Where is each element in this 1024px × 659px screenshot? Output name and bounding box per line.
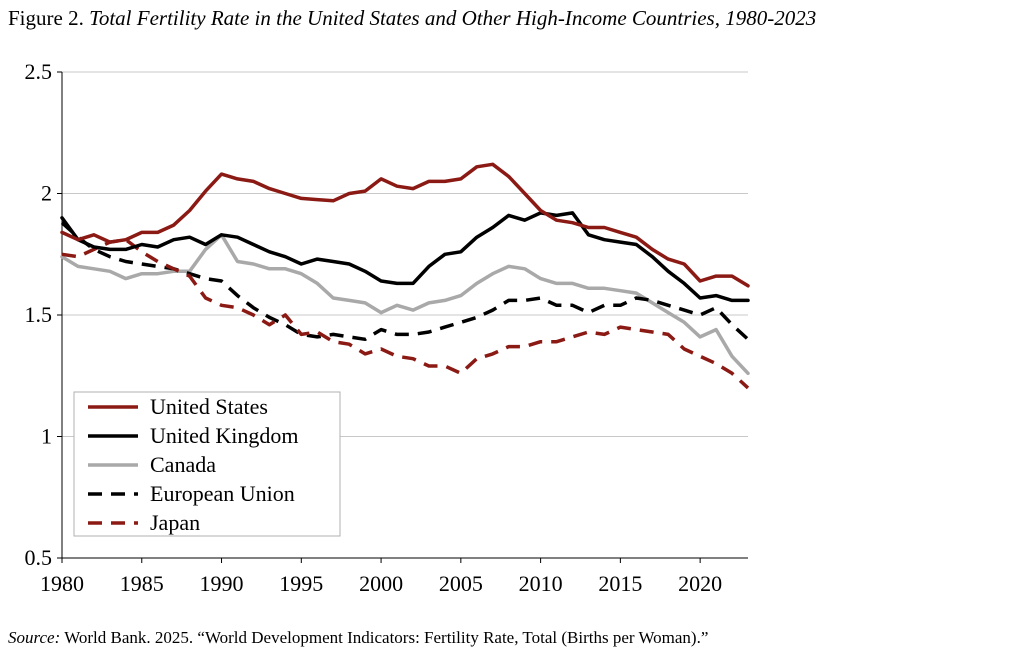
source-note: Source: World Bank. 2025. “World Develop… [8,628,708,648]
source-text: World Bank. 2025. “World Development Ind… [64,628,709,647]
figure-title-text: Total Fertility Rate in the United State… [89,6,817,30]
legend-label: United States [150,394,268,419]
figure-number: Figure 2. [8,6,84,30]
series-line-japan [61,237,750,390]
x-tick-label: 2010 [519,571,563,596]
x-tick-label: 2000 [359,571,403,596]
x-tick-label: 1995 [279,571,323,596]
x-tick-label: 1980 [40,571,84,596]
series-line-european-union [60,221,750,342]
y-tick-label: 0.5 [25,545,53,570]
y-tick-label: 2.5 [25,59,53,84]
y-tick-label: 1 [41,424,52,449]
y-tick-label: 2 [41,181,52,206]
x-tick-label: 2005 [439,571,483,596]
legend-label: Canada [150,452,216,477]
series-line-united-states [60,162,750,288]
line-chart: 0.5 1 1.5 2 2.5 1980 1985 1990 1995 2000 2005 2010… [25,59,750,596]
series-lines [60,162,750,390]
x-tick-label: 2020 [678,571,722,596]
x-tick-label: 1985 [120,571,164,596]
x-tick-label: 1990 [200,571,244,596]
series-line-canada [60,233,750,376]
legend: United States United Kingdom Canada Europea… [73,391,341,537]
x-tick-label: 2015 [598,571,642,596]
legend-label: Japan [150,510,200,535]
y-axis-ticks: 0.5 1 1.5 2 2.5 [25,59,62,570]
series-line-united-kingdom [60,211,750,303]
legend-label: European Union [150,481,295,506]
figure-title: Figure 2. Total Fertility Rate in the Un… [8,6,816,31]
source-label: Source: [8,628,61,647]
gridlines [62,71,748,437]
y-tick-label: 1.5 [25,302,53,327]
legend-label: United Kingdom [150,423,299,448]
x-axis-ticks: 1980 1985 1990 1995 2000 2005 2010 2015 2020 [40,558,722,596]
